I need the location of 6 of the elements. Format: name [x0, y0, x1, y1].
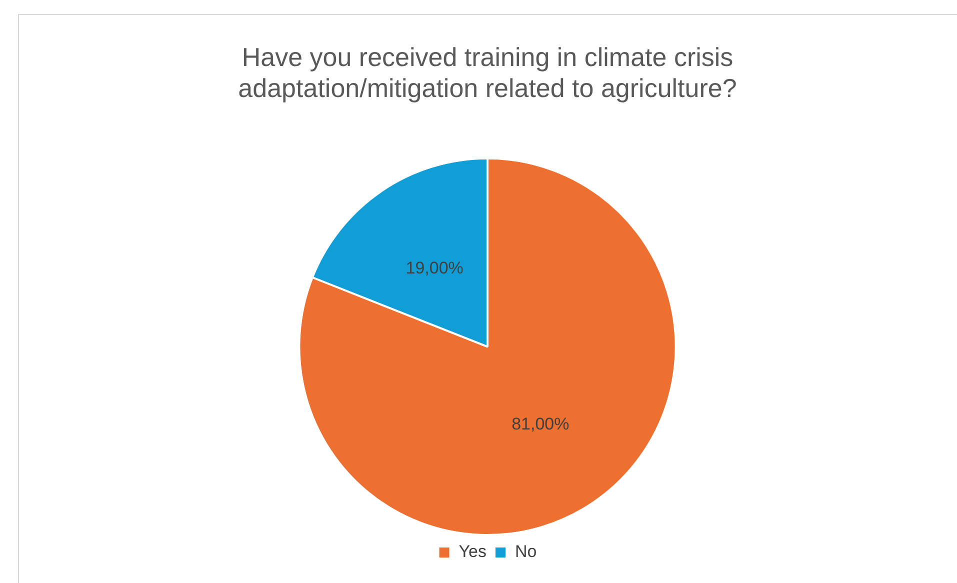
data-label: 81,00% — [512, 414, 570, 434]
text: adaptation/mitigation related to agriculture? — [238, 72, 737, 103]
legend-label: No — [515, 542, 537, 562]
legend-label: Yes — [458, 542, 486, 562]
text: Have you received training in climate crisis — [242, 42, 734, 72]
data-label: 19,00% — [406, 258, 464, 278]
